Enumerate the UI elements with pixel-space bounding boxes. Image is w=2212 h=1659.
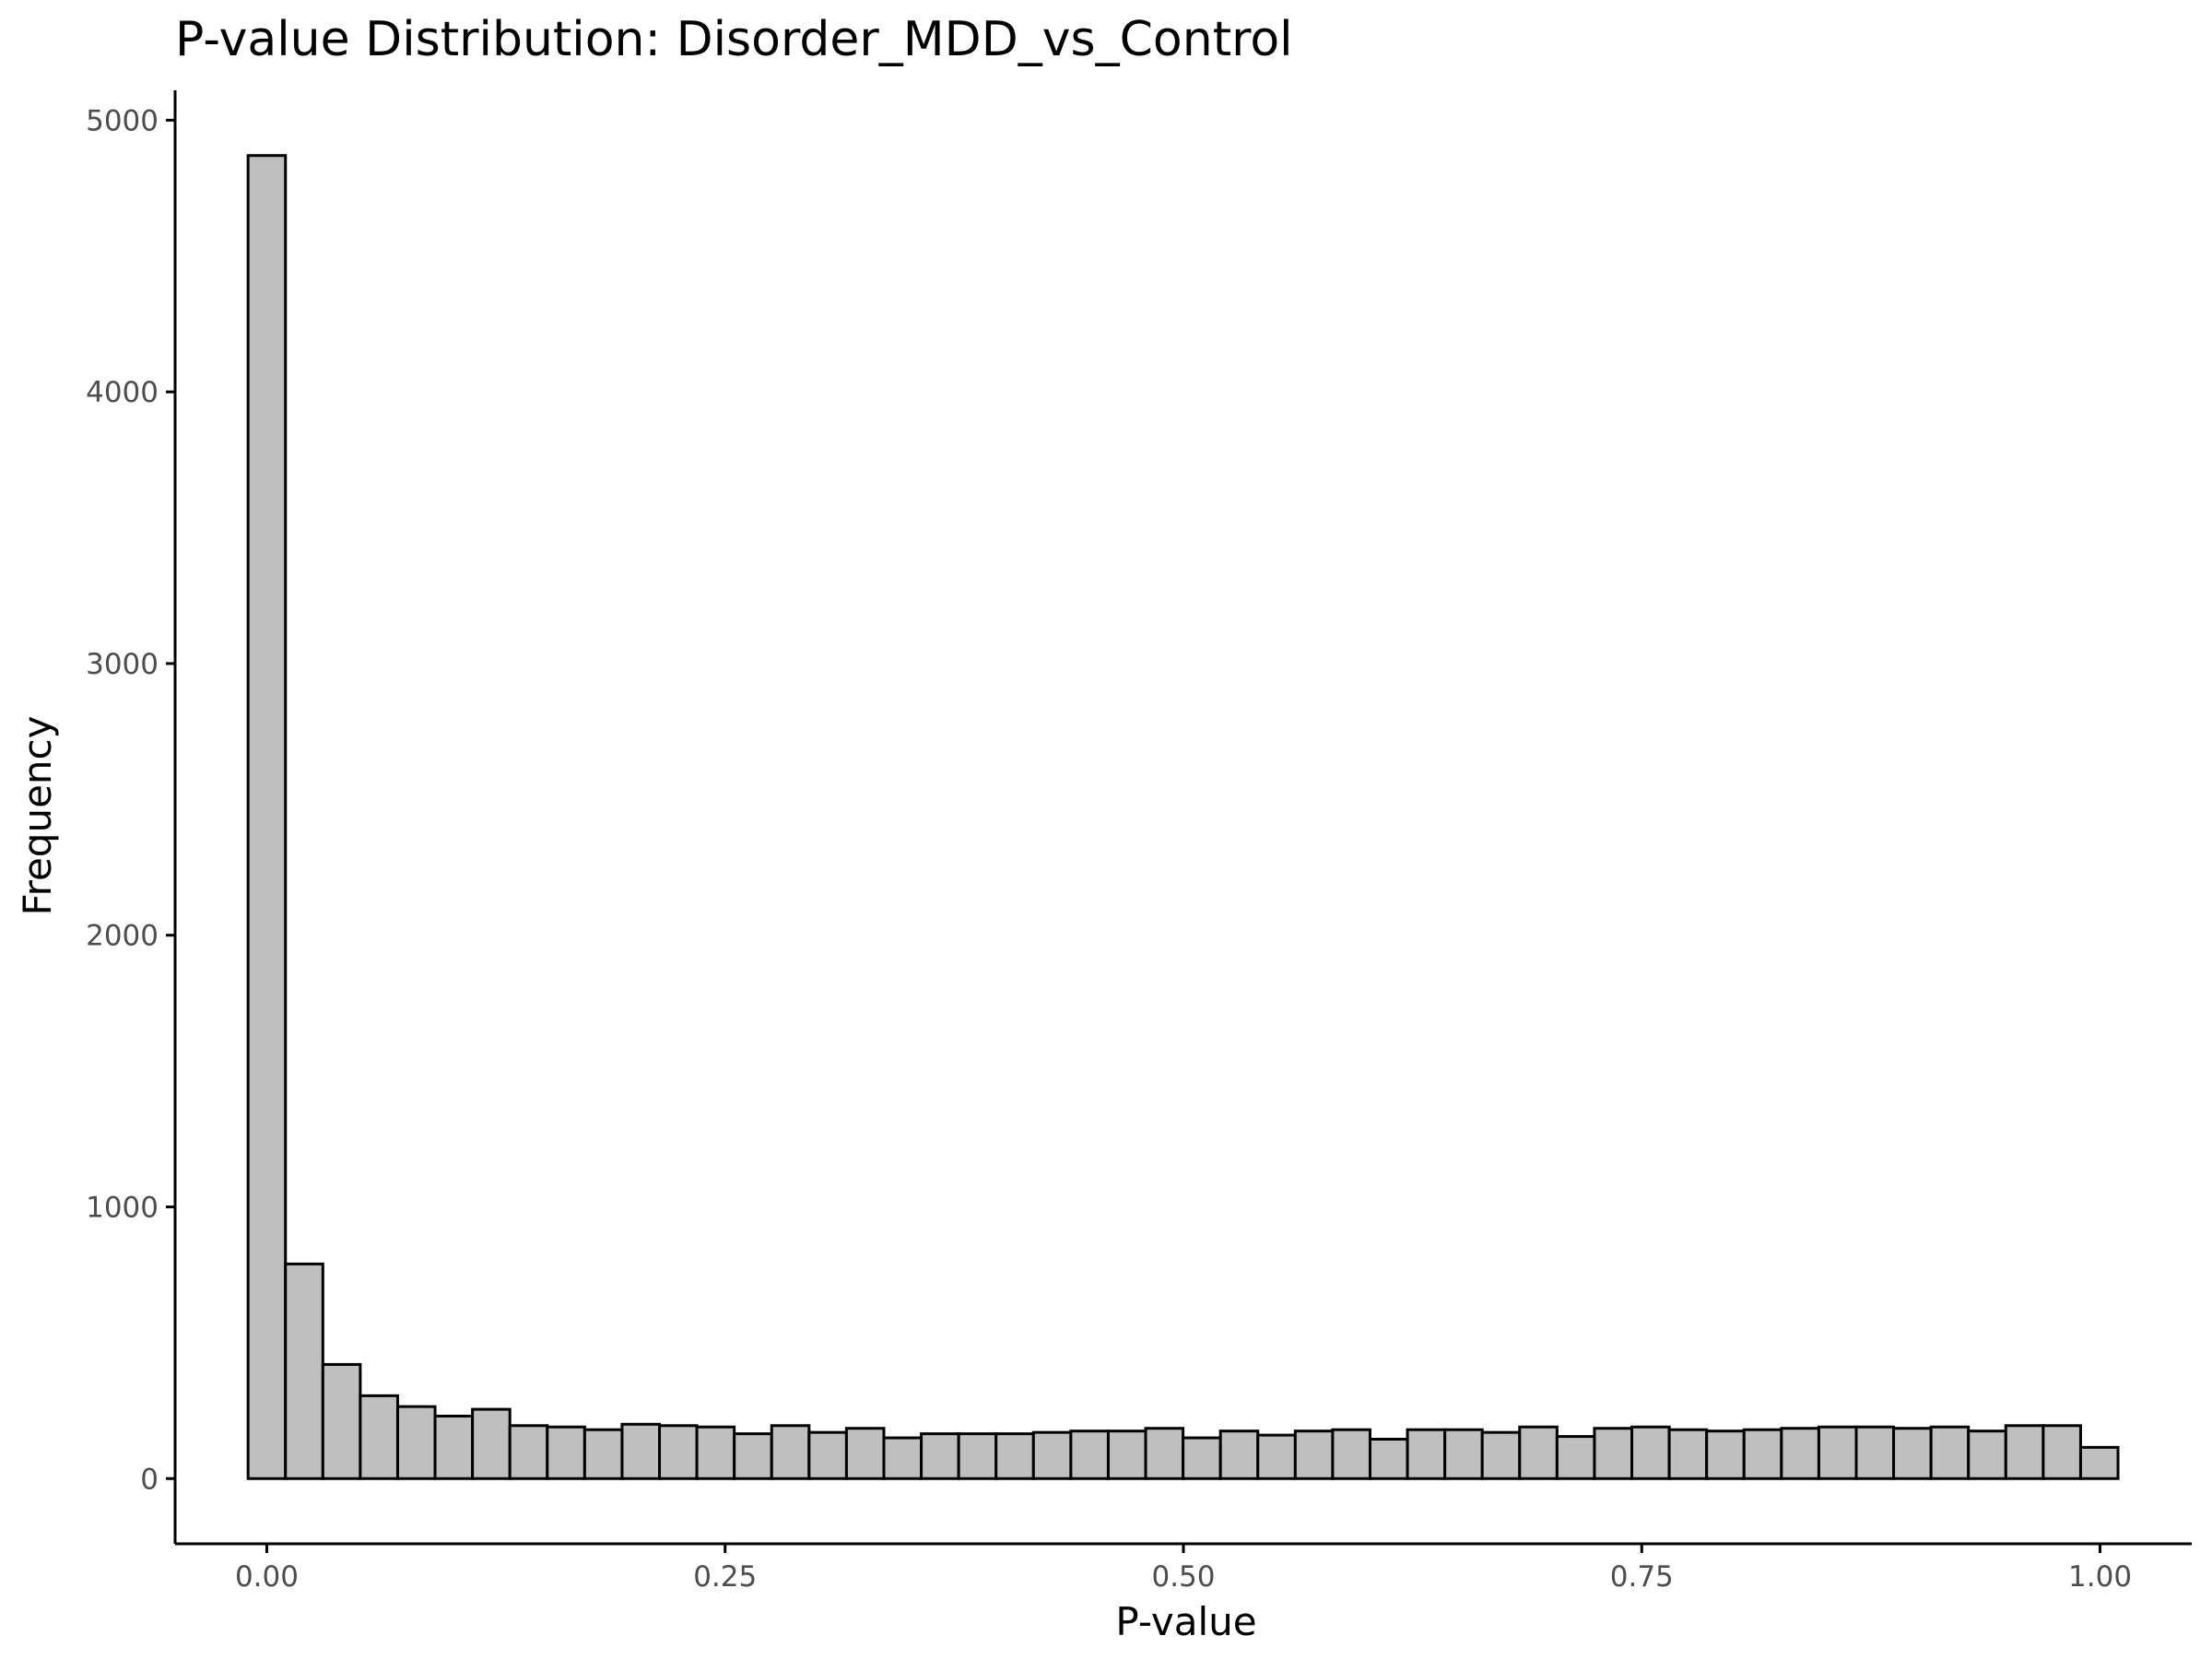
histogram-bar: [1854, 1425, 1896, 1480]
histogram-bar: [1555, 1435, 1596, 1480]
y-tick-label: 3000: [86, 648, 159, 681]
histogram-bar: [508, 1424, 549, 1480]
histogram-bar: [2004, 1424, 2045, 1480]
histogram-bar: [1929, 1425, 1971, 1480]
histogram-bar: [1480, 1430, 1522, 1480]
histogram-bar: [1368, 1438, 1409, 1480]
histogram-bar: [620, 1422, 662, 1480]
histogram-bar: [433, 1414, 475, 1480]
histogram-bar: [1443, 1428, 1484, 1480]
histogram-bar: [284, 1262, 324, 1480]
y-tick-label: 4000: [86, 376, 159, 409]
histogram-bar: [2078, 1445, 2120, 1480]
histogram-bar: [1106, 1430, 1147, 1480]
histogram-bar: [1218, 1430, 1260, 1480]
histogram-bar: [1069, 1430, 1110, 1480]
x-tick-label: 0.75: [1610, 1560, 1674, 1594]
histogram-bar: [246, 154, 288, 1480]
histogram-bar: [1967, 1430, 2007, 1480]
histogram-bar: [1780, 1427, 1820, 1480]
histogram-bar: [1892, 1427, 1933, 1480]
histogram-bar: [882, 1436, 924, 1480]
histogram-bar: [582, 1428, 624, 1480]
histogram-bar: [359, 1394, 399, 1480]
histogram-bar: [1144, 1427, 1185, 1480]
histogram-bar: [2041, 1424, 2082, 1480]
histogram-bar: [1293, 1430, 1335, 1480]
histogram-bar: [1817, 1425, 1858, 1480]
histogram-bar: [733, 1432, 773, 1480]
histogram-bar: [1705, 1430, 1746, 1480]
y-tick-label: 5000: [86, 104, 159, 137]
histogram-bar: [1667, 1428, 1709, 1480]
x-tick-label: 0.25: [693, 1560, 757, 1594]
y-axis-ticks: 0 1000 2000 3000 4000 5000: [86, 104, 175, 1496]
histogram-bar: [844, 1427, 886, 1480]
histogram-bar: [994, 1432, 1035, 1480]
histogram-bar: [1593, 1427, 1634, 1480]
x-axis-title: P-value: [1115, 1599, 1256, 1644]
histogram-bar: [1518, 1425, 1559, 1480]
histogram-bar: [1331, 1428, 1371, 1480]
histogram-bar: [1406, 1428, 1447, 1480]
x-axis-ticks: 0.00 0.25 0.50 0.75 1.00: [235, 1544, 2132, 1594]
histogram-bar: [807, 1430, 848, 1480]
histogram-bar: [1031, 1430, 1073, 1480]
histogram-bar: [957, 1432, 998, 1480]
histogram-bar: [1182, 1436, 1222, 1480]
histogram-bar: [1256, 1433, 1297, 1480]
histogram-bar: [920, 1432, 960, 1480]
x-tick-label: 0.00: [235, 1560, 299, 1594]
chart-title: P-value Distribution: Disorder_MDD_vs_Co…: [175, 12, 1293, 67]
histogram-bar: [395, 1405, 437, 1480]
y-tick-label: 2000: [86, 920, 159, 953]
histogram-bar: [321, 1362, 362, 1480]
histogram-bar: [695, 1425, 736, 1480]
histogram-bar: [1742, 1428, 1783, 1480]
x-tick-label: 1.00: [2068, 1560, 2132, 1594]
histogram-bars: [246, 154, 2120, 1480]
y-tick-label: 0: [140, 1463, 159, 1496]
histogram-bar: [1630, 1425, 1671, 1480]
x-tick-label: 0.50: [1151, 1560, 1215, 1594]
histogram-bar: [658, 1424, 699, 1480]
histogram-bar: [770, 1424, 811, 1480]
histogram-bar: [471, 1407, 512, 1480]
histogram-bar: [546, 1425, 586, 1480]
y-tick-label: 1000: [86, 1191, 159, 1224]
y-axis-title: Frequency: [15, 716, 60, 916]
